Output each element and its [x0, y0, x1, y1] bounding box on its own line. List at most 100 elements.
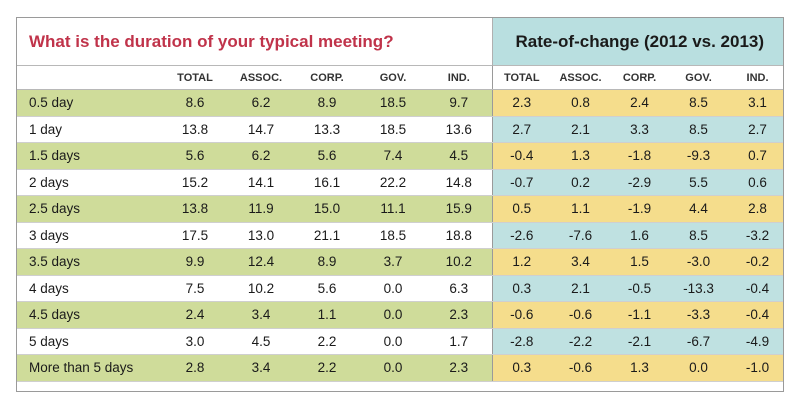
- change-cell: -3.0: [669, 248, 729, 276]
- value-cell: 8.6: [162, 89, 228, 117]
- value-cell: 3.7: [360, 248, 426, 276]
- right-title: Rate-of-change (2012 vs. 2013): [491, 18, 783, 66]
- value-cell: 13.3: [294, 116, 360, 143]
- value-cell: 0.0: [360, 328, 426, 355]
- change-cell: -0.7: [491, 169, 552, 196]
- value-cell: 2.8: [162, 354, 228, 382]
- change-cell: 2.4: [610, 89, 670, 117]
- change-cell: -3.2: [728, 222, 783, 249]
- change-cell: 1.1: [551, 195, 611, 223]
- value-cell: 4.5: [426, 142, 493, 170]
- change-cell: 1.2: [491, 248, 552, 276]
- value-cell: 17.5: [162, 222, 228, 249]
- value-cell: 14.8: [426, 169, 493, 196]
- value-cell: 4.5: [228, 328, 294, 355]
- meeting-duration-table: What is the duration of your typical mee…: [16, 17, 784, 392]
- change-cell: -13.3: [669, 275, 729, 302]
- table-row: 4.5 days 2.4 3.4 1.1 0.0 2.3 -0.6 -0.6 -1.1 -3.3-…: [17, 301, 783, 329]
- change-cell: -0.6: [551, 301, 611, 329]
- change-cell: 3.3: [610, 116, 670, 143]
- change-column-header: IND.: [728, 65, 783, 90]
- value-cell: 0.0: [360, 301, 426, 329]
- change-cell: 0.2: [551, 169, 611, 196]
- row-label: More than 5 days: [17, 354, 162, 382]
- change-cell: -2.6: [491, 222, 552, 249]
- change-cell: 2.1: [551, 116, 611, 143]
- value-cell: 7.4: [360, 142, 426, 170]
- value-cell: 18.5: [360, 222, 426, 249]
- value-cell: 15.2: [162, 169, 228, 196]
- change-cell: 8.5: [669, 116, 729, 143]
- change-cell: 1.3: [610, 354, 670, 382]
- row-label: 0.5 day: [17, 89, 162, 117]
- row-label: 3 days: [17, 222, 162, 249]
- header-blank: [17, 65, 162, 90]
- value-cell: 13.8: [162, 116, 228, 143]
- change-cell: -0.4: [491, 142, 552, 170]
- value-cell: 0.0: [360, 275, 426, 302]
- change-cell: 1.6: [610, 222, 670, 249]
- value-cell: 3.0: [162, 328, 228, 355]
- row-label: 2.5 days: [17, 195, 162, 223]
- value-cell: 2.3: [426, 301, 493, 329]
- value-cell: 5.6: [294, 142, 360, 170]
- change-cell: 0.0: [669, 354, 729, 382]
- row-label: 1.5 days: [17, 142, 162, 170]
- value-cell: 2.2: [294, 328, 360, 355]
- table-row: 2.5 days 13.8 11.9 15.0 11.1 15.9 0.5 1.1 -1.9 4.…: [17, 195, 783, 223]
- change-cell: -0.6: [551, 354, 611, 382]
- change-cell: 2.1: [551, 275, 611, 302]
- value-cell: 18.5: [360, 116, 426, 143]
- value-cell: 13.0: [228, 222, 294, 249]
- value-cell: 13.8: [162, 195, 228, 223]
- value-cell: 3.4: [228, 301, 294, 329]
- change-cell: -3.3: [669, 301, 729, 329]
- change-cell: -7.6: [551, 222, 611, 249]
- change-cell: -0.2: [728, 248, 783, 276]
- change-cell: 3.1: [728, 89, 783, 117]
- change-cell: -1.8: [610, 142, 670, 170]
- row-label: 4 days: [17, 275, 162, 302]
- row-label: 3.5 days: [17, 248, 162, 276]
- change-cell: 0.3: [491, 275, 552, 302]
- column-header: GOV.: [360, 65, 426, 90]
- change-cell: 8.5: [669, 89, 729, 117]
- table-row: 2 days 15.2 14.1 16.1 22.2 14.8 -0.7 0.2 -2.9 5.5…: [17, 169, 783, 196]
- table-row: 1.5 days 5.6 6.2 5.6 7.4 4.5 -0.4 1.3 -1.8 -9.3 0.…: [17, 142, 783, 170]
- value-cell: 7.5: [162, 275, 228, 302]
- title-row: What is the duration of your typical mee…: [17, 18, 783, 66]
- value-cell: 8.9: [294, 248, 360, 276]
- change-cell: -1.9: [610, 195, 670, 223]
- column-header: TOTAL: [162, 65, 228, 90]
- value-cell: 18.8: [426, 222, 493, 249]
- change-cell: -0.6: [491, 301, 552, 329]
- value-cell: 14.1: [228, 169, 294, 196]
- change-cell: -2.1: [610, 328, 670, 355]
- table-row: 4 days 7.5 10.2 5.6 0.0 6.3 0.3 2.1 -0.5 -13.3 -0.…: [17, 275, 783, 302]
- change-cell: 3.4: [551, 248, 611, 276]
- table-row: 5 days 3.0 4.5 2.2 0.0 1.7 -2.8 -2.2 -2.1 -6.7 -4.…: [17, 328, 783, 355]
- column-header: ASSOC.: [228, 65, 294, 90]
- table-row: More than 5 days 2.8 3.4 2.2 0.0 2.3 0.3 -0.6 1.…: [17, 354, 783, 382]
- value-cell: 16.1: [294, 169, 360, 196]
- table-row: 0.5 day 8.6 6.2 8.9 18.5 9.7 2.3 0.8 2.4 8.5 3.1: [17, 89, 783, 117]
- change-cell: 5.5: [669, 169, 729, 196]
- change-cell: -1.0: [728, 354, 783, 382]
- table-row: 1 day 13.8 14.7 13.3 18.5 13.6 2.7 2.1 3.3 8.5 2.7: [17, 116, 783, 143]
- change-cell: -2.9: [610, 169, 670, 196]
- value-cell: 2.4: [162, 301, 228, 329]
- value-cell: 6.2: [228, 89, 294, 117]
- change-cell: -0.4: [728, 301, 783, 329]
- change-cell: -0.5: [610, 275, 670, 302]
- change-cell: -1.1: [610, 301, 670, 329]
- value-cell: 3.4: [228, 354, 294, 382]
- change-cell: -0.4: [728, 275, 783, 302]
- value-cell: 9.7: [426, 89, 493, 117]
- value-cell: 8.9: [294, 89, 360, 117]
- value-cell: 15.0: [294, 195, 360, 223]
- value-cell: 9.9: [162, 248, 228, 276]
- change-cell: 2.7: [491, 116, 552, 143]
- column-header: CORP.: [294, 65, 360, 90]
- change-cell: 2.3: [491, 89, 552, 117]
- column-header: IND.: [426, 65, 493, 90]
